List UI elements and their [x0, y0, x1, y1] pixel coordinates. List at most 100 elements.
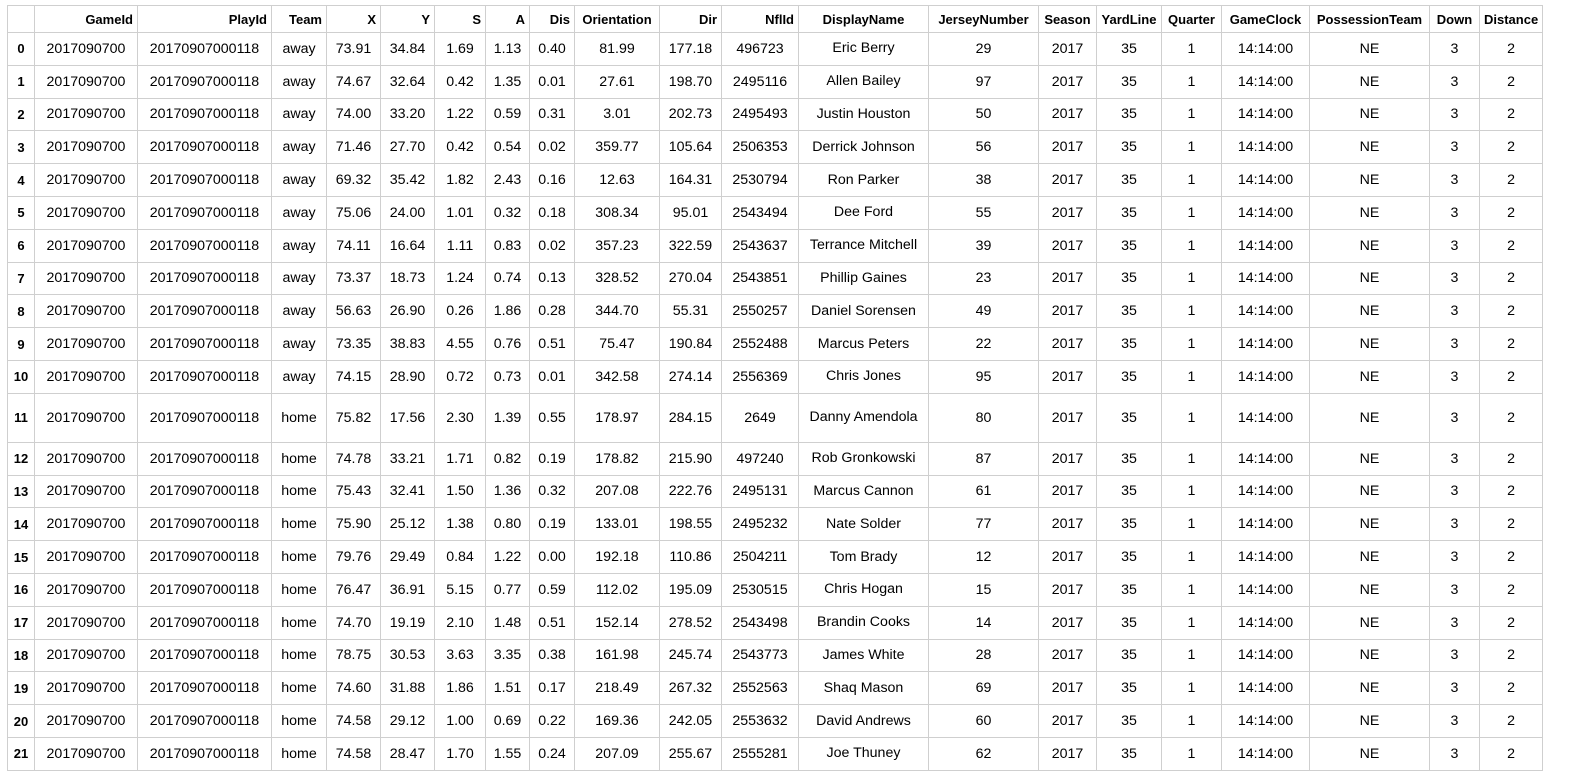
table-cell: 1.86 — [434, 671, 486, 706]
table-cell: away — [271, 163, 327, 197]
table-cell-displayname: Danny Amendola — [798, 392, 929, 443]
table-cell: 3 — [1429, 130, 1480, 165]
table-cell: 35 — [1096, 327, 1162, 361]
table-cell: 2017090700 — [34, 540, 138, 574]
table-cell: 14:14:00 — [1221, 638, 1310, 673]
table-cell: 2 — [1478, 736, 1544, 771]
table-cell: 14:14:00 — [1221, 97, 1310, 132]
table-cell: 0.51 — [529, 327, 575, 361]
table-cell: 0.31 — [529, 97, 575, 132]
table-cell: 4.55 — [434, 327, 486, 361]
table-cell: 35 — [1096, 64, 1162, 99]
table-cell: 14:14:00 — [1221, 130, 1310, 165]
table-cell: 97 — [928, 64, 1039, 99]
row-index: 8 — [7, 294, 35, 329]
table-cell: 215.90 — [659, 441, 722, 476]
table-cell-displayname: Nate Solder — [798, 507, 929, 542]
table-cell-displayname: Chris Jones — [798, 359, 929, 394]
table-cell: 357.23 — [574, 228, 660, 263]
table-cell: 274.14 — [659, 359, 722, 394]
table-cell: 20170907000118 — [137, 130, 272, 165]
table-cell: 14:14:00 — [1221, 163, 1310, 197]
table-cell: 14:14:00 — [1221, 704, 1310, 738]
table-cell: 1 — [1161, 64, 1222, 99]
table-cell: 2017090700 — [34, 392, 138, 443]
table-cell: 2017 — [1038, 261, 1097, 296]
table-row: 3 2017090700 20170907000118 away 71.46 27.70 0… — [7, 130, 1544, 165]
table-cell: 23 — [928, 261, 1039, 296]
table-cell: 3 — [1429, 294, 1480, 329]
table-cell: NE — [1309, 474, 1430, 509]
table-cell: NE — [1309, 605, 1430, 640]
table-cell: 2 — [1478, 507, 1544, 542]
table-cell: NE — [1309, 359, 1430, 394]
table-cell: 0.19 — [529, 507, 575, 542]
table-cell: NE — [1309, 228, 1430, 263]
table-cell: 1.50 — [434, 474, 486, 509]
table-row: 8 2017090700 20170907000118 away 56.63 26.90 0… — [7, 294, 1544, 329]
table-cell: home — [271, 392, 327, 443]
column-header: Distance — [1478, 5, 1544, 33]
table-cell: 3 — [1429, 261, 1480, 296]
table-cell: 31.88 — [380, 671, 435, 706]
table-cell: 0.17 — [529, 671, 575, 706]
table-cell: 14:14:00 — [1221, 540, 1310, 574]
table-cell: 14:14:00 — [1221, 605, 1310, 640]
table-cell: 60 — [928, 704, 1039, 738]
table-cell: 28.90 — [380, 359, 435, 394]
table-cell: 2 — [1478, 228, 1544, 263]
table-cell: 0.54 — [485, 130, 530, 165]
table-cell: 0.26 — [434, 294, 486, 329]
row-index: 4 — [7, 163, 35, 197]
column-header: NflId — [721, 5, 799, 33]
table-cell: 3 — [1429, 359, 1480, 394]
table-cell: away — [271, 130, 327, 165]
row-index: 5 — [7, 195, 35, 230]
table-cell: 322.59 — [659, 228, 722, 263]
table-cell: 35 — [1096, 507, 1162, 542]
column-header: Quarter — [1161, 5, 1222, 33]
table-cell: 19.19 — [380, 605, 435, 640]
table-cell: 2017 — [1038, 441, 1097, 476]
table-cell: 2 — [1478, 671, 1544, 706]
table-cell: 1.35 — [485, 64, 530, 99]
row-index: 1 — [7, 64, 35, 99]
table-cell: 1 — [1161, 261, 1222, 296]
table-cell: 35 — [1096, 97, 1162, 132]
table-cell: 152.14 — [574, 605, 660, 640]
table-cell: NE — [1309, 163, 1430, 197]
table-cell: 255.67 — [659, 736, 722, 771]
table-cell: 3 — [1429, 195, 1480, 230]
column-header: S — [434, 5, 486, 33]
table-cell: 3 — [1429, 327, 1480, 361]
table-cell: 1.22 — [485, 540, 530, 574]
table-cell: 20170907000118 — [137, 638, 272, 673]
table-cell: 74.00 — [326, 97, 381, 132]
column-header: Dis — [529, 5, 575, 33]
table-cell: 2 — [1478, 327, 1544, 361]
table-cell: 20170907000118 — [137, 97, 272, 132]
table-row: 6 2017090700 20170907000118 away 74.11 16.64 1… — [7, 228, 1544, 263]
table-cell: 29 — [928, 32, 1039, 66]
table-cell: 0.77 — [485, 572, 530, 607]
table-cell: 0.16 — [529, 163, 575, 197]
table-cell: 2017090700 — [34, 294, 138, 329]
row-index: 9 — [7, 327, 35, 361]
table-cell: 2 — [1478, 540, 1544, 574]
table-cell: 2017 — [1038, 638, 1097, 673]
table-cell: 0.72 — [434, 359, 486, 394]
table-cell: 35 — [1096, 228, 1162, 263]
table-cell: 2017090700 — [34, 441, 138, 476]
table-cell: 3.63 — [434, 638, 486, 673]
table-cell: 2543498 — [721, 605, 799, 640]
table-row: 11 2017090700 20170907000118 home 75.82 17.56… — [7, 392, 1544, 443]
table-row: 17 2017090700 20170907000118 home 74.70 19.19… — [7, 605, 1544, 640]
table-row: 5 2017090700 20170907000118 away 75.06 24.00 1… — [7, 195, 1544, 230]
table-cell: 3 — [1429, 228, 1480, 263]
table-cell: 77 — [928, 507, 1039, 542]
table-cell: 33.20 — [380, 97, 435, 132]
table-cell: 22 — [928, 327, 1039, 361]
table-cell: home — [271, 474, 327, 509]
table-cell: 1 — [1161, 359, 1222, 394]
column-header: Team — [271, 5, 327, 33]
